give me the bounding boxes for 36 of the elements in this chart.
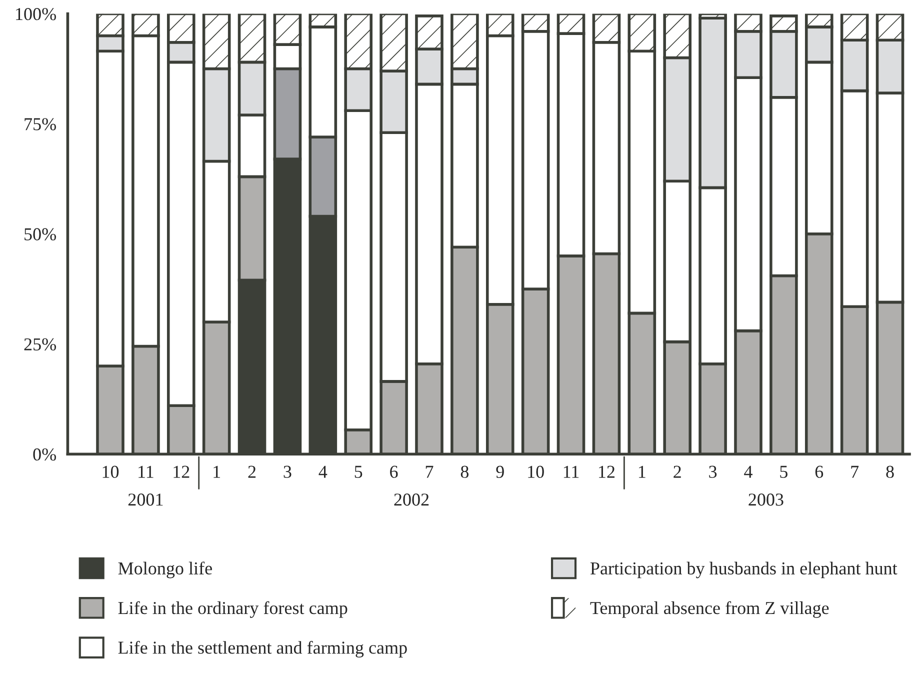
y-tick-label: 50% [24, 228, 56, 240]
legend-label: Life in the ordinary forest camp [118, 601, 348, 618]
text: 2002 [394, 494, 429, 506]
legend-label: Participation by husbands in elephant hunt [590, 562, 898, 578]
x-tick-label: 2 [674, 466, 681, 478]
legend-label: Life in the settlement and farming camp [118, 640, 407, 658]
text: 2001 [128, 494, 163, 506]
x-tick-label: 12 [174, 466, 190, 478]
x-tick-label: 10 [528, 466, 544, 478]
x-tick-label: 2 [248, 466, 256, 478]
x-tick-label: 8 [460, 466, 469, 478]
x-tick-label: 4 [744, 466, 752, 478]
x-tick-label: 7 [426, 466, 434, 478]
x-tick-label: 4 [318, 466, 328, 478]
legend-label: Molongo life [118, 562, 212, 578]
y-tick-label: 75% [24, 118, 56, 130]
x-tick-label: 12 [599, 466, 614, 478]
y-tick-label: 100% [16, 8, 56, 20]
x-tick-label: 7 [851, 466, 859, 478]
x-tick-label: 8 [886, 466, 894, 478]
x-tick-label: 5 [780, 466, 788, 478]
x-tick-label: 10 [102, 466, 119, 478]
x-tick-label: 1 [638, 466, 646, 478]
x-tick-label: 6 [815, 466, 824, 478]
x-tick-label: 5 [354, 466, 362, 478]
x-tick-label: 1 [214, 466, 220, 478]
x-tick-label: 11 [564, 466, 579, 478]
y-tick-label: 25% [24, 338, 56, 351]
x-tick-label: 11 [138, 466, 154, 478]
x-tick-label: 3 [709, 466, 717, 478]
x-tick-label: 9 [496, 466, 504, 478]
text: 2003 [748, 494, 784, 506]
y-tick-label: 0% [33, 448, 56, 461]
x-tick-label: 6 [390, 466, 398, 478]
legend-label: Temporal absence from Z village [590, 601, 829, 618]
x-tick-label: 3 [284, 466, 292, 478]
